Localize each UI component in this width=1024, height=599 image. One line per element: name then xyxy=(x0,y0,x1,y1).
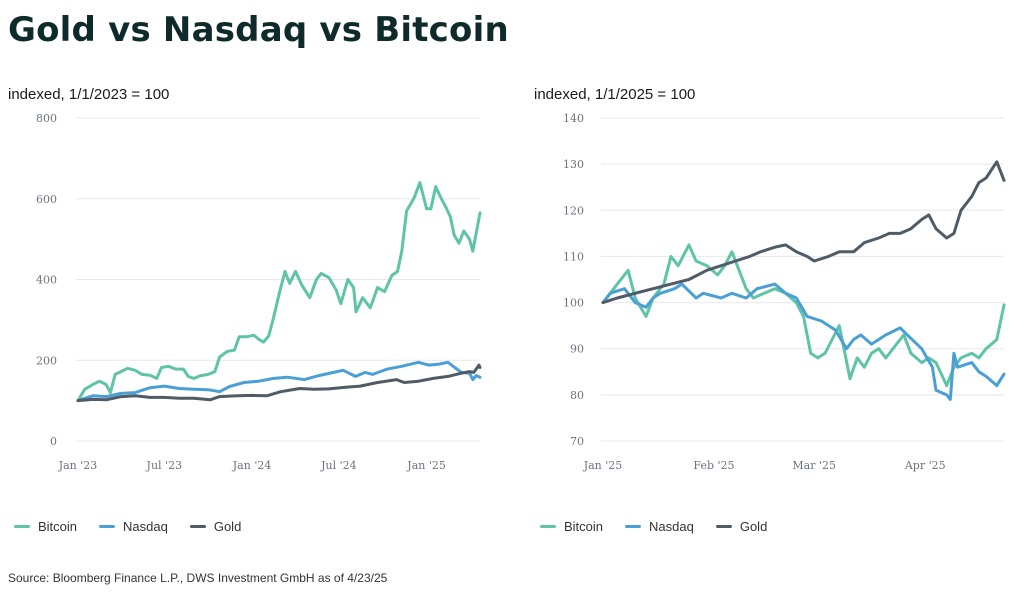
left-chart-legend: Bitcoin Nasdaq Gold xyxy=(14,519,241,534)
right-y-tick-label: 90 xyxy=(570,343,584,356)
left-y-tick-label: 200 xyxy=(36,354,57,367)
right-chart: 70 80 90 100 110 120 130 140 Jan '25 Feb '25 Mar '… xyxy=(563,112,1006,472)
right-y-tick-label: 100 xyxy=(563,297,584,310)
legend-swatch-nasdaq xyxy=(625,525,642,528)
legend-label-bitcoin: Bitcoin xyxy=(564,519,604,534)
source-note: Source: Bloomberg Finance L.P., DWS Inve… xyxy=(8,571,388,585)
legend-item-nasdaq: Nasdaq xyxy=(625,519,694,534)
page-title: Gold vs Nasdaq vs Bitcoin xyxy=(8,10,509,50)
right-chart-subtitle: indexed, 1/1/2025 = 100 xyxy=(534,86,696,103)
legend-label-nasdaq: Nasdaq xyxy=(649,519,694,534)
legend-item-bitcoin: Bitcoin xyxy=(14,519,77,534)
left-chart: 0 200 400 600 800 Jan '23 Jul '23 Jan '24 Jul '2… xyxy=(36,112,482,472)
left-y-tick-label: 800 xyxy=(36,112,57,125)
legend-swatch-gold xyxy=(715,525,732,528)
right-series-line-gold xyxy=(601,160,1006,305)
left-x-tick-label: Jul '23 xyxy=(146,459,183,472)
right-y-tick-label: 140 xyxy=(563,112,584,125)
right-y-tick-label: 70 xyxy=(570,435,584,448)
right-x-tick-label: Apr '25 xyxy=(904,459,946,472)
legend-swatch-nasdaq xyxy=(99,525,116,528)
legend-label-gold: Gold xyxy=(213,519,242,534)
left-x-tick-label: Jan '25 xyxy=(406,459,446,472)
legend-label-bitcoin: Bitcoin xyxy=(38,519,78,534)
left-chart-subtitle: indexed, 1/1/2023 = 100 xyxy=(8,86,170,103)
legend-item-gold: Gold xyxy=(189,519,242,534)
legend-label-nasdaq: Nasdaq xyxy=(123,519,168,534)
left-y-tick-label: 0 xyxy=(50,435,57,448)
left-y-tick-label: 400 xyxy=(36,274,57,287)
left-series-line-nasdaq xyxy=(76,360,482,403)
right-x-tick-label: Feb '25 xyxy=(693,459,734,472)
right-y-tick-label: 80 xyxy=(570,389,584,402)
left-x-tick-label: Jan '24 xyxy=(232,459,272,472)
right-y-tick-label: 110 xyxy=(563,250,584,263)
legend-label-gold: Gold xyxy=(739,519,768,534)
right-chart-legend: Bitcoin Nasdaq Gold xyxy=(540,519,767,534)
right-x-tick-label: Mar '25 xyxy=(792,459,836,472)
right-series-line-bitcoin xyxy=(601,243,1006,388)
right-x-tick-label: Jan '25 xyxy=(583,459,623,472)
left-series-line-bitcoin xyxy=(76,181,482,403)
legend-item-bitcoin: Bitcoin xyxy=(540,519,603,534)
left-x-tick-label: Jan '23 xyxy=(58,459,98,472)
legend-item-gold: Gold xyxy=(715,519,768,534)
left-y-tick-label: 600 xyxy=(36,193,57,206)
left-series-line-gold xyxy=(76,363,482,403)
legend-item-nasdaq: Nasdaq xyxy=(99,519,168,534)
legend-swatch-bitcoin xyxy=(14,525,30,528)
legend-swatch-bitcoin xyxy=(540,525,556,528)
right-y-tick-label: 120 xyxy=(563,204,584,217)
right-series-line-nasdaq xyxy=(601,282,1006,401)
left-x-tick-label: Jul '24 xyxy=(320,459,357,472)
right-y-tick-label: 130 xyxy=(563,158,584,171)
legend-swatch-gold xyxy=(189,525,206,528)
